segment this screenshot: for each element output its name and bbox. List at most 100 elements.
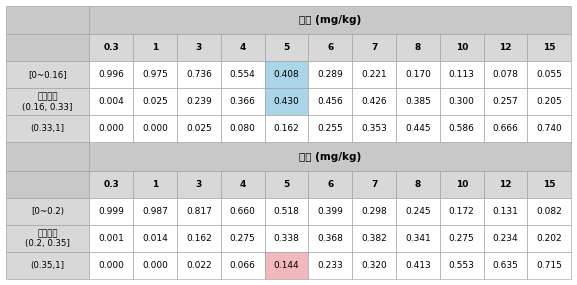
Text: 0.430: 0.430	[273, 97, 299, 106]
Bar	[89, 6, 571, 34]
Text: 15: 15	[543, 180, 556, 189]
Text: 0.004: 0.004	[99, 97, 124, 106]
Text: 6: 6	[327, 180, 334, 189]
Text: 0.996: 0.996	[99, 70, 124, 79]
Text: 10: 10	[456, 180, 468, 189]
Text: 12: 12	[499, 43, 512, 52]
Text: 0.3: 0.3	[103, 43, 119, 52]
Bar	[396, 171, 440, 198]
Bar	[89, 34, 133, 61]
Text: 0.408: 0.408	[273, 70, 299, 79]
Bar	[440, 88, 484, 115]
Text: 10: 10	[456, 43, 468, 52]
Text: 0.399: 0.399	[317, 207, 343, 216]
Bar	[265, 198, 309, 225]
Bar	[484, 34, 527, 61]
Bar	[309, 171, 352, 198]
Bar	[6, 61, 89, 88]
Text: 0.000: 0.000	[142, 261, 168, 270]
Text: 0.298: 0.298	[361, 207, 387, 216]
Text: 0.817: 0.817	[186, 207, 212, 216]
Text: 0.113: 0.113	[449, 70, 475, 79]
Bar	[133, 225, 177, 252]
Text: 0.078: 0.078	[493, 70, 519, 79]
Text: 0.660: 0.660	[230, 207, 256, 216]
Bar	[309, 34, 352, 61]
Bar	[265, 171, 309, 198]
Bar	[265, 115, 309, 142]
Bar	[484, 225, 527, 252]
Text: 0.382: 0.382	[361, 234, 387, 243]
Text: 0.162: 0.162	[186, 234, 212, 243]
Bar	[527, 88, 571, 115]
Bar	[6, 88, 89, 115]
Bar	[527, 115, 571, 142]
Text: 0.000: 0.000	[142, 125, 168, 133]
Bar	[133, 198, 177, 225]
Text: [0~0.2): [0~0.2)	[31, 207, 64, 216]
Text: (0.33,1]: (0.33,1]	[31, 125, 65, 133]
Bar	[221, 88, 265, 115]
Bar	[221, 252, 265, 279]
Text: 0.341: 0.341	[405, 234, 431, 243]
Text: 0.066: 0.066	[230, 261, 256, 270]
Bar	[133, 252, 177, 279]
Bar	[265, 252, 309, 279]
Text: 0.368: 0.368	[317, 234, 343, 243]
Bar	[177, 171, 221, 198]
Bar	[6, 171, 89, 198]
Bar	[89, 198, 133, 225]
Bar	[221, 225, 265, 252]
Text: 0.426: 0.426	[361, 97, 387, 106]
Text: 0.014: 0.014	[143, 234, 168, 243]
Text: 0.289: 0.289	[317, 70, 343, 79]
Bar	[440, 61, 484, 88]
Bar	[484, 115, 527, 142]
Bar	[89, 252, 133, 279]
Text: 6: 6	[327, 43, 334, 52]
Text: 4: 4	[239, 180, 246, 189]
Bar	[309, 252, 352, 279]
Bar	[89, 171, 133, 198]
Text: 0.666: 0.666	[493, 125, 519, 133]
Text: 0.353: 0.353	[361, 125, 387, 133]
Text: 7: 7	[371, 43, 377, 52]
Text: 0.022: 0.022	[186, 261, 212, 270]
Bar	[133, 171, 177, 198]
Text: 0.000: 0.000	[99, 261, 124, 270]
Text: 0.221: 0.221	[361, 70, 387, 79]
Bar	[177, 88, 221, 115]
Text: 4: 4	[239, 43, 246, 52]
Bar	[352, 198, 396, 225]
Bar	[527, 171, 571, 198]
Text: 5: 5	[283, 180, 290, 189]
Bar	[527, 225, 571, 252]
Text: 3: 3	[196, 180, 202, 189]
Text: 0.338: 0.338	[273, 234, 299, 243]
Bar	[440, 252, 484, 279]
Text: 0.162: 0.162	[273, 125, 299, 133]
Bar	[177, 225, 221, 252]
Text: 0.202: 0.202	[537, 234, 562, 243]
Bar	[352, 171, 396, 198]
Text: 0.553: 0.553	[449, 261, 475, 270]
Bar	[133, 61, 177, 88]
Bar	[309, 115, 352, 142]
Text: 0.740: 0.740	[537, 125, 562, 133]
Text: 0.300: 0.300	[449, 97, 475, 106]
Text: 8: 8	[415, 43, 421, 52]
Bar	[133, 88, 177, 115]
Bar	[484, 88, 527, 115]
Bar	[6, 252, 89, 279]
Text: 7: 7	[371, 180, 377, 189]
Bar	[133, 34, 177, 61]
Text: 0.131: 0.131	[493, 207, 519, 216]
Text: 0.554: 0.554	[230, 70, 256, 79]
Text: 3: 3	[196, 43, 202, 52]
Bar	[6, 34, 89, 61]
Bar	[527, 61, 571, 88]
Bar	[484, 61, 527, 88]
Bar	[89, 115, 133, 142]
Text: 0.3: 0.3	[103, 180, 119, 189]
Bar	[352, 225, 396, 252]
